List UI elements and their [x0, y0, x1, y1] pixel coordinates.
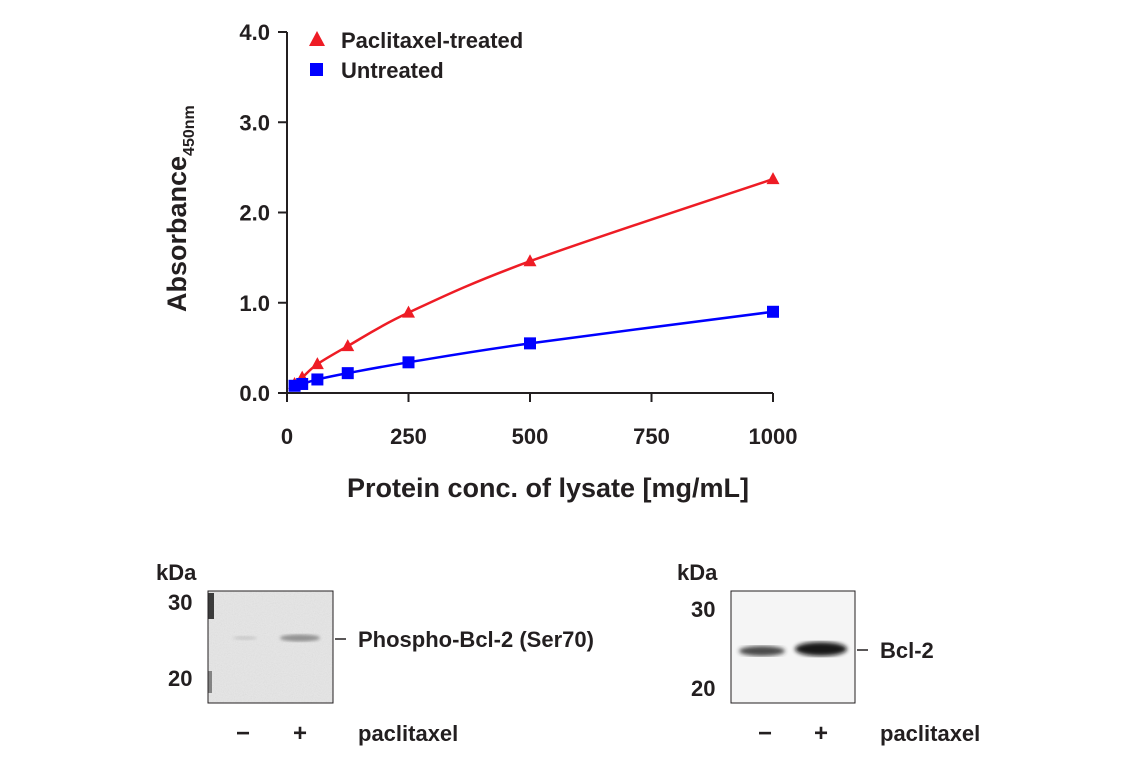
y-axis-title-main: Absorbance — [162, 156, 192, 312]
data-point-treated — [341, 339, 355, 352]
blot1-marker-20: 20 — [168, 666, 192, 691]
blot1-edge-smear — [208, 593, 214, 619]
data-point-treated — [766, 172, 780, 185]
legend-triangle-marker — [309, 31, 325, 46]
series-line-treated — [293, 177, 774, 385]
y-axis-title: Absorbance450nm — [162, 105, 198, 312]
data-point-untreated — [311, 373, 324, 386]
blot1-treatment-label: paclitaxel — [358, 721, 458, 746]
blot1-lane-minus: − — [236, 720, 250, 747]
data-point-untreated — [767, 305, 779, 318]
x-tick-label: 750 — [633, 424, 670, 449]
x-tick-label: 500 — [512, 424, 549, 449]
blot2-lane-plus: + — [814, 720, 828, 747]
blot1-band-treated — [280, 634, 320, 642]
blot2-image — [730, 590, 856, 704]
blot1-image — [207, 590, 334, 704]
y-axis-title-subscript: 450nm — [181, 105, 198, 156]
blot1-kda-label: kDa — [156, 560, 197, 585]
data-point-treated — [402, 305, 415, 318]
data-point-untreated — [341, 367, 354, 380]
data-point-untreated — [296, 377, 309, 390]
y-tick-label: 3.0 — [239, 110, 270, 135]
y-tick-label: 1.0 — [239, 291, 270, 316]
blot1-band-label: Phospho-Bcl-2 (Ser70) — [358, 627, 594, 652]
data-point-untreated — [402, 356, 415, 369]
y-tick-label: 4.0 — [239, 20, 270, 45]
x-tick-label: 0 — [281, 424, 293, 449]
data-point-treated — [523, 254, 537, 267]
x-tick-label: 1000 — [749, 424, 798, 449]
line-chart: 0.0 1.0 2.0 3.0 4.0 0 250 500 750 1000 Protein c… — [162, 20, 797, 503]
blot2-lane-minus: − — [758, 720, 772, 747]
blot2-marker-30: 30 — [691, 597, 715, 622]
legend: Paclitaxel-treated Untreated — [309, 28, 523, 83]
blot2-band-label: Bcl-2 — [880, 638, 934, 663]
legend-label-treated: Paclitaxel-treated — [341, 28, 523, 53]
legend-square-marker — [310, 63, 323, 76]
blot2-band-treated — [795, 642, 847, 656]
western-blot-phospho: kDa 30 20 Phospho-Bcl-2 (Ser70) − + pacl… — [156, 560, 594, 747]
blot2-treatment-label: paclitaxel — [880, 721, 980, 746]
blot2-marker-20: 20 — [691, 676, 715, 701]
blot2-kda-label: kDa — [677, 560, 718, 585]
western-blot-total: kDa 30 20 Bcl-2 − + paclitaxel — [677, 560, 980, 747]
data-point-untreated — [524, 337, 536, 350]
y-tick-label: 0.0 — [239, 381, 270, 406]
legend-label-untreated: Untreated — [341, 58, 444, 83]
y-tick-label: 2.0 — [239, 201, 270, 226]
x-tick-label: 250 — [390, 424, 427, 449]
blot1-band-untreated — [233, 636, 257, 640]
blot2-band-untreated — [739, 646, 785, 656]
x-axis-title: Protein conc. of lysate [mg/mL] — [347, 473, 749, 503]
data-point-treated — [310, 357, 324, 370]
blot1-lane-plus: + — [293, 720, 307, 747]
blot1-marker-30: 30 — [168, 590, 192, 615]
